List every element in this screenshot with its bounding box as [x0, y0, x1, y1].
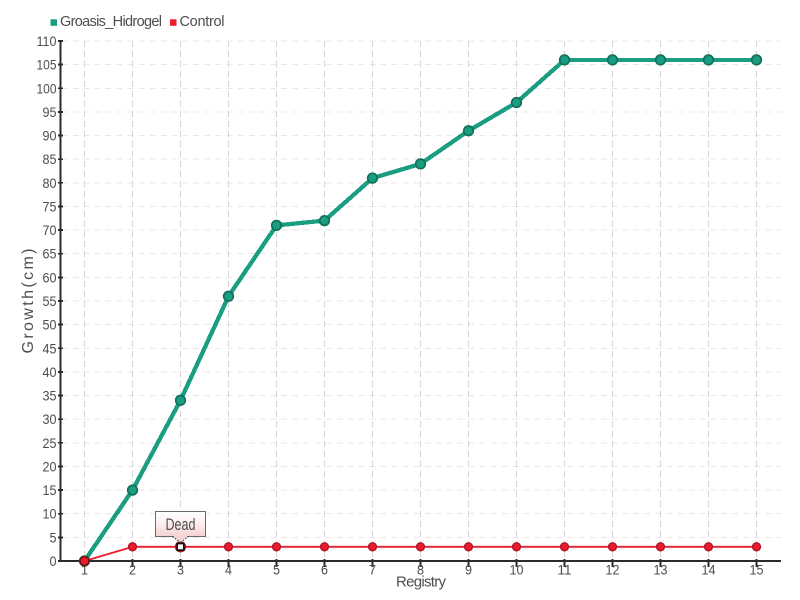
svg-text:70: 70	[43, 222, 57, 238]
svg-text:75: 75	[43, 199, 57, 215]
svg-text:Registry: Registry	[396, 574, 447, 591]
svg-text:2: 2	[129, 562, 136, 578]
svg-text:50: 50	[43, 317, 57, 333]
svg-text:100: 100	[37, 80, 57, 96]
svg-text:6: 6	[321, 562, 328, 578]
svg-text:45: 45	[43, 340, 57, 356]
svg-text:0: 0	[50, 553, 57, 569]
svg-text:85: 85	[43, 151, 57, 167]
svg-text:30: 30	[43, 411, 57, 427]
svg-text:Groasis_Hidrogel: Groasis_Hidrogel	[60, 14, 162, 30]
svg-text:55: 55	[43, 293, 57, 309]
svg-text:15: 15	[750, 562, 764, 578]
svg-text:Control: Control	[180, 14, 225, 30]
svg-text:3: 3	[177, 562, 184, 578]
svg-text:110: 110	[37, 33, 57, 49]
svg-text:25: 25	[43, 435, 57, 451]
svg-text:11: 11	[558, 562, 572, 578]
svg-text:15: 15	[43, 482, 57, 498]
svg-text:60: 60	[43, 269, 57, 285]
svg-text:14: 14	[702, 562, 716, 578]
svg-text:Dead: Dead	[166, 516, 196, 534]
svg-text:12: 12	[606, 562, 620, 578]
svg-text:5: 5	[273, 562, 280, 578]
svg-text:80: 80	[43, 175, 57, 191]
svg-text:105: 105	[37, 57, 57, 73]
svg-text:40: 40	[43, 364, 57, 380]
svg-text:4: 4	[225, 562, 232, 578]
svg-text:95: 95	[43, 104, 57, 120]
svg-text:13: 13	[654, 562, 668, 578]
svg-text:1: 1	[81, 562, 88, 578]
svg-text:90: 90	[43, 128, 57, 144]
svg-text:7: 7	[369, 562, 376, 578]
svg-text:10: 10	[43, 506, 57, 522]
svg-text:20: 20	[43, 459, 57, 475]
svg-text:35: 35	[43, 388, 57, 404]
svg-text:8: 8	[417, 562, 424, 578]
svg-text:10: 10	[510, 562, 524, 578]
svg-text:65: 65	[43, 246, 57, 262]
svg-text:9: 9	[465, 562, 472, 578]
svg-text:5: 5	[50, 529, 57, 545]
